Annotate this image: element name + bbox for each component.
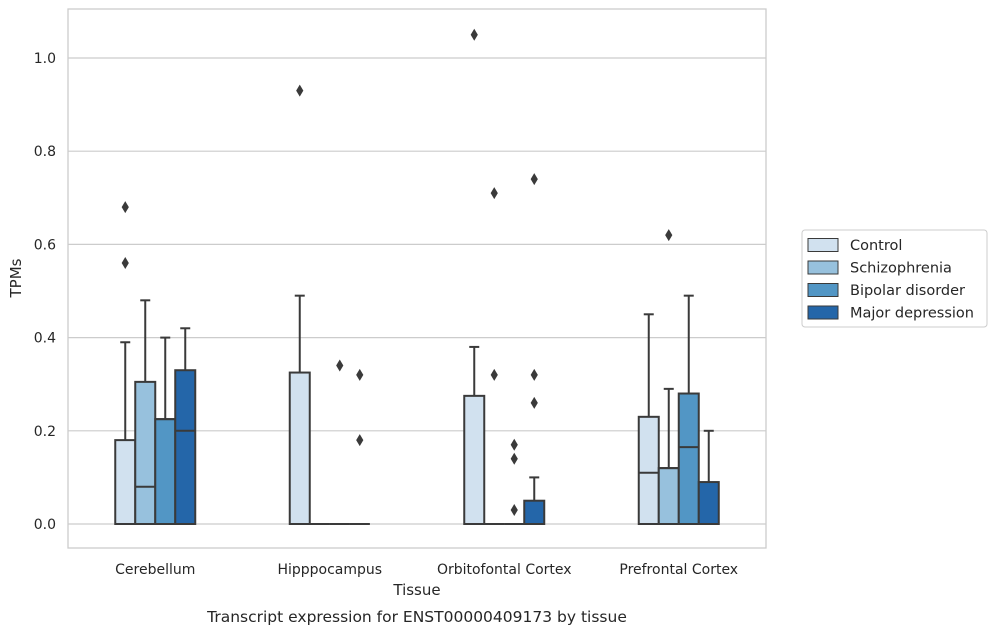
outlier-point	[356, 434, 364, 447]
box-3-0	[174, 327, 197, 525]
x-tick-label: Hipppocampus	[277, 562, 382, 578]
box-2-1	[329, 359, 350, 525]
box-body	[657, 467, 680, 525]
x-tick-labels: Cerebellum Hipppocampus Orbitofontal Corte…	[115, 562, 738, 578]
box-2-2	[504, 438, 525, 525]
legend-frame	[801, 229, 988, 328]
box-2-3	[677, 294, 700, 525]
outlier-point	[296, 84, 304, 97]
box-body	[154, 418, 177, 525]
box-0-3	[637, 313, 660, 526]
box-0-0	[114, 201, 137, 525]
outlier-point	[490, 368, 498, 381]
y-tick-label: 0.8	[34, 144, 56, 160]
x-axis-label: Tissue	[392, 581, 440, 599]
box-2-0	[154, 336, 177, 525]
outlier-point	[530, 368, 538, 381]
outlier-point	[510, 504, 518, 517]
outlier-point	[510, 438, 518, 451]
box-3-3	[697, 429, 720, 525]
box-body	[697, 481, 720, 525]
box-plot-series	[114, 28, 720, 526]
box-1-3	[657, 229, 680, 525]
outlier-point	[356, 368, 364, 381]
y-tick-label: 1.0	[34, 51, 56, 67]
outlier-point	[470, 28, 478, 41]
y-tick-label: 0.2	[34, 424, 56, 440]
x-tick-label: Orbitofontal Cortex	[437, 562, 572, 578]
box-3-1	[349, 368, 370, 525]
outlier-point	[121, 201, 129, 214]
outlier-point	[530, 396, 538, 409]
outlier-point	[336, 359, 344, 372]
y-tick-label: 0.4	[34, 331, 56, 347]
legend: Control Schizophrenia Bipolar disorder Majo…	[801, 229, 988, 328]
x-tick-label: Prefrontal Cortex	[619, 562, 738, 578]
box-body	[677, 392, 700, 525]
legend-swatch	[807, 305, 839, 320]
x-tick-label: Cerebellum	[115, 562, 195, 578]
box-1-0	[134, 299, 157, 525]
outlier-point	[530, 173, 538, 186]
legend-swatch	[807, 260, 839, 275]
box-body	[114, 439, 137, 525]
box-1-2	[484, 187, 505, 525]
legend-label: Bipolar disorder	[850, 283, 965, 299]
outlier-point	[665, 229, 673, 242]
box-0-1	[288, 84, 311, 525]
box-body	[288, 371, 311, 525]
box-body	[523, 499, 546, 526]
outlier-point	[510, 452, 518, 465]
box-3-2	[523, 173, 546, 526]
legend-label: Schizophrenia	[850, 261, 952, 277]
box-body	[637, 415, 660, 526]
y-tick-label: 0.0	[34, 517, 56, 533]
y-tick-label: 0.6	[34, 237, 56, 253]
legend-label: Control	[850, 238, 902, 254]
outlier-point	[490, 187, 498, 200]
chart-caption: Transcript expression for ENST0000040917…	[206, 608, 627, 626]
legend-swatch	[807, 238, 839, 252]
box-body	[174, 369, 197, 525]
box-body	[463, 394, 486, 525]
y-axis-label: TPMs	[7, 258, 25, 298]
y-tick-labels: 0.0 0.2 0.4 0.6 0.8 1.0	[34, 51, 56, 533]
box-body	[134, 380, 157, 525]
legend-label: Major depression	[850, 306, 974, 322]
plot-frame	[67, 8, 767, 549]
legend-swatch	[807, 283, 839, 297]
outlier-point	[121, 257, 129, 270]
box-0-2	[463, 28, 486, 525]
